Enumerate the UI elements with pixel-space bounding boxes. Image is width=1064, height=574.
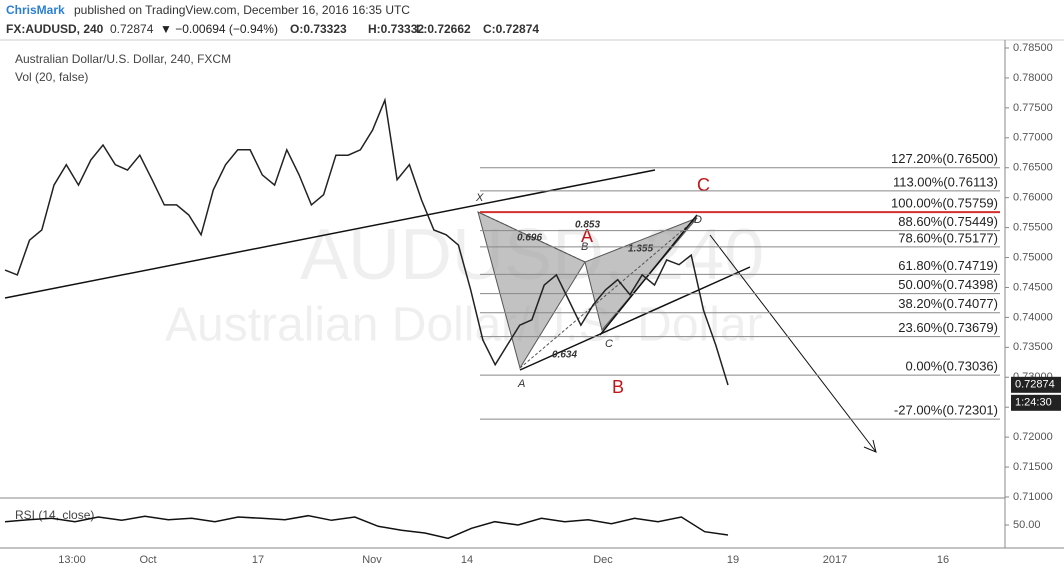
y-tick-label: 0.78500	[1013, 42, 1053, 54]
price-tag-bg	[1011, 376, 1061, 393]
y-tick-label: 0.77500	[1013, 102, 1053, 114]
point-label: C	[605, 338, 613, 350]
fib-label: 23.60%(0.73679)	[898, 320, 998, 335]
fib-label: 127.20%(0.76500)	[891, 151, 998, 166]
published: published on TradingView.com, December 1…	[74, 3, 410, 17]
x-tick-label: 14	[461, 554, 473, 566]
ratio-label: 1.355	[628, 244, 653, 255]
point-label: A	[517, 378, 525, 390]
y-tick-label: 0.76000	[1013, 192, 1053, 204]
change: ▼ −0.00694 (−0.94%)	[160, 22, 278, 36]
projection-arrow	[709, 234, 877, 453]
y-tick-label: 0.72000	[1013, 431, 1053, 443]
close: C:0.72874	[483, 22, 539, 36]
zone-label: B	[612, 377, 624, 397]
trend-line	[599, 214, 698, 336]
low: L:0.72662	[416, 22, 471, 36]
subtitle: Vol (20, false)	[15, 70, 88, 84]
last: 0.72874	[110, 22, 154, 36]
fib-label: 0.00%(0.73036)	[905, 359, 998, 374]
ratio-label: 0.696	[517, 233, 542, 244]
price-tag: 0.72874	[1015, 379, 1055, 391]
ratio-label: 0.634	[552, 350, 577, 361]
fib-label: 61.80%(0.74719)	[898, 258, 998, 273]
ratio-label: 0.853	[575, 220, 600, 231]
fib-label: 100.00%(0.75759)	[891, 196, 998, 211]
price-line	[4, 97, 729, 386]
author: ChrisMark	[6, 3, 65, 17]
rsi-line	[4, 514, 729, 540]
chart-title: Australian Dollar/U.S. Dollar, 240, FXCM	[15, 52, 231, 66]
pattern-line	[519, 217, 698, 369]
fib-label: 50.00%(0.74398)	[898, 277, 998, 292]
arrow-head	[863, 439, 877, 453]
fib-label: -27.00%(0.72301)	[894, 403, 998, 418]
symbol: FX:AUDUSD, 240	[6, 22, 104, 36]
fib-label: 38.20%(0.74077)	[898, 296, 998, 311]
point-label: D	[694, 214, 702, 226]
x-tick-label: 19	[727, 554, 739, 566]
y-tick-label: 0.77000	[1013, 132, 1053, 144]
fib-label: 88.60%(0.75449)	[898, 214, 998, 229]
y-tick-label: 0.74500	[1013, 281, 1053, 293]
watermark: Australian Dollar/U.S. Dollar	[165, 299, 763, 352]
zone-label: C	[697, 175, 710, 195]
countdown-bg	[1011, 394, 1061, 411]
y-tick-label: 0.76500	[1013, 162, 1053, 174]
y-tick-label: 0.71500	[1013, 461, 1053, 473]
x-tick-label: 16	[937, 554, 949, 566]
x-tick-label: 13:00	[58, 554, 86, 566]
rsi-tick-label: 50.00	[1013, 519, 1041, 531]
x-tick-label: Dec	[593, 554, 613, 566]
countdown: 1:24:30	[1015, 397, 1052, 409]
x-tick-label: Nov	[362, 554, 382, 566]
y-tick-label: 0.73500	[1013, 341, 1053, 353]
y-tick-label: 0.75500	[1013, 222, 1053, 234]
fib-label: 78.60%(0.75177)	[898, 230, 998, 245]
pattern-xab	[477, 211, 586, 370]
y-tick-label: 0.74000	[1013, 311, 1053, 323]
fib-label: 113.00%(0.76113)	[893, 174, 998, 189]
trend-line	[519, 266, 751, 371]
x-tick-label: Oct	[139, 554, 156, 566]
zone-label: A	[581, 226, 593, 246]
open: O:0.73323	[290, 22, 347, 36]
high: H:0.73332	[368, 22, 424, 36]
point-label: X	[475, 192, 484, 204]
x-tick-label: 2017	[823, 554, 847, 566]
y-tick-label: 0.71000	[1013, 491, 1053, 503]
y-tick-label: 0.75000	[1013, 251, 1053, 263]
x-tick-label: 17	[252, 554, 264, 566]
y-tick-label: 0.78000	[1013, 72, 1053, 84]
